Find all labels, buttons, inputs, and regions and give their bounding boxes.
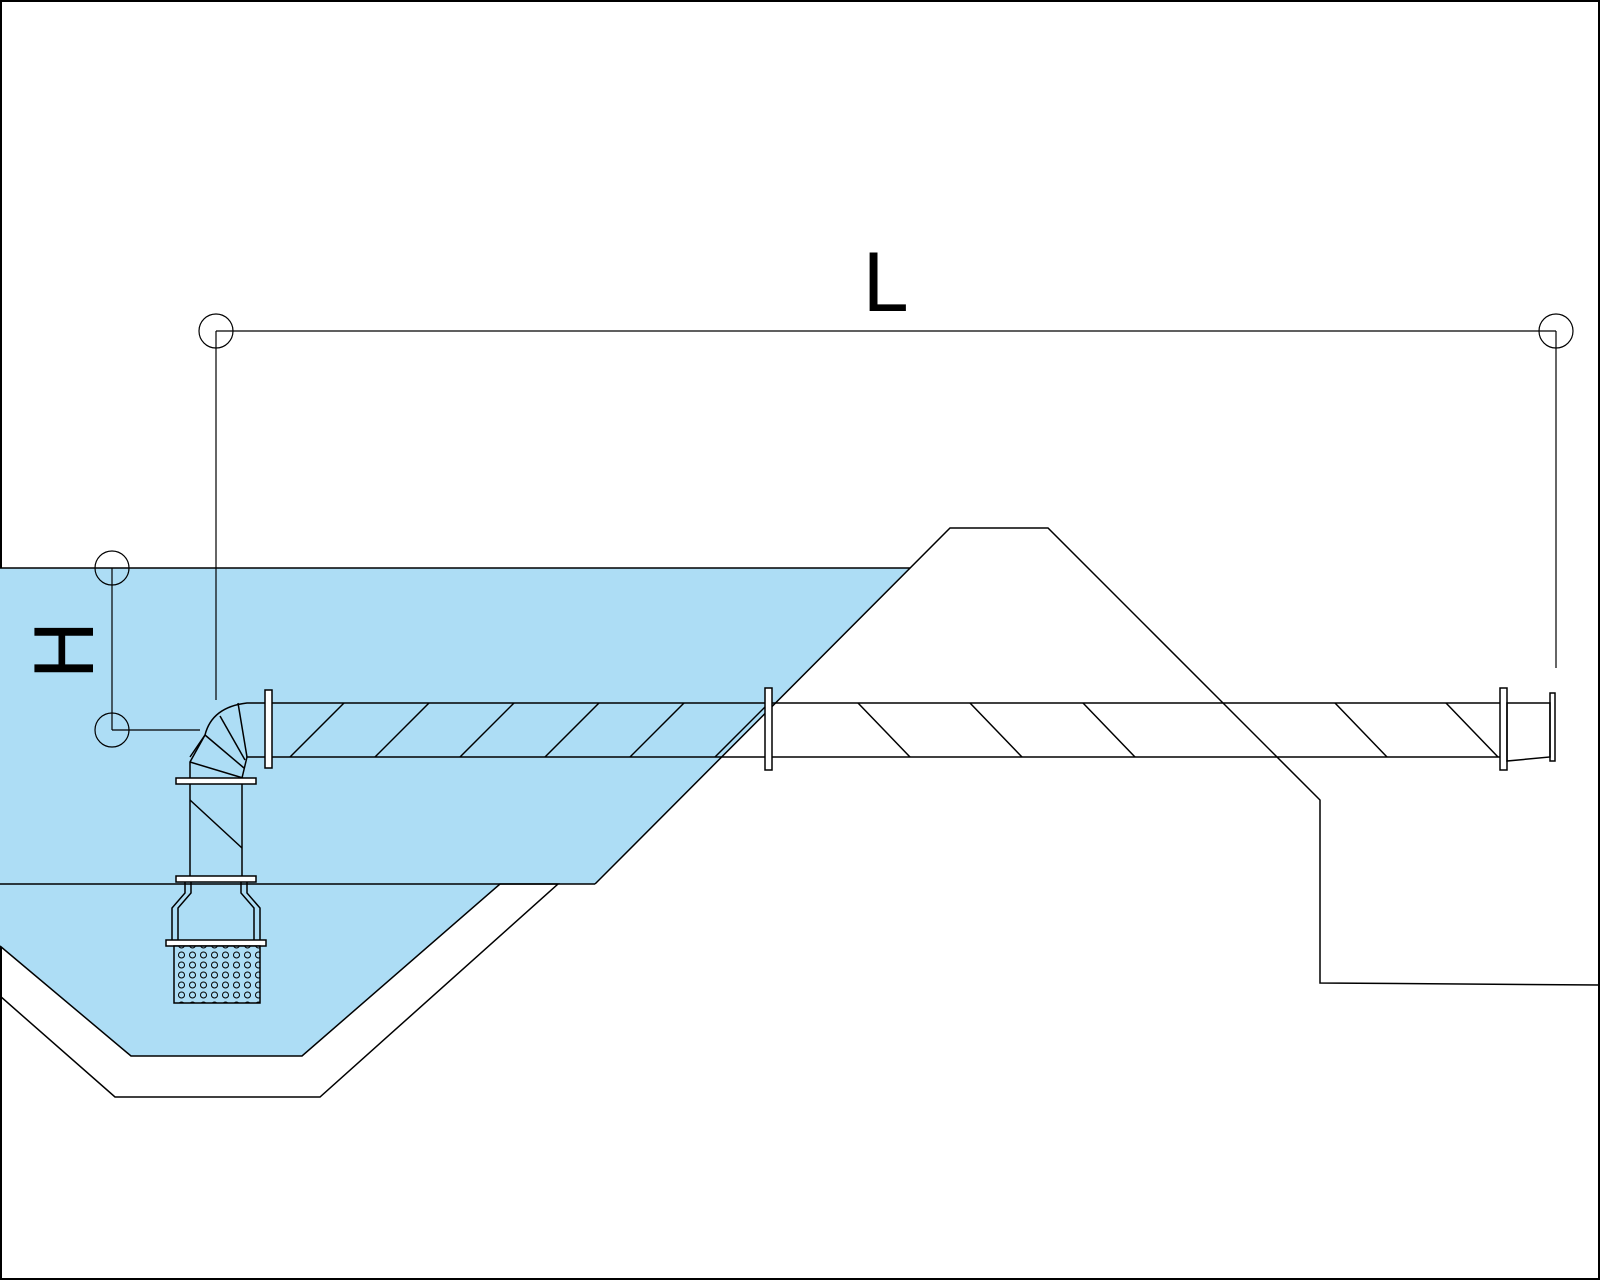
embankment-outline [0,527,1600,1098]
pipe-flanges [264,687,1556,771]
outlet-reducer [1506,702,1551,762]
vertical-suction-pipe [175,777,257,883]
pipe-elbow [189,702,265,779]
height-label: H [19,620,112,680]
dimension-length [198,313,1574,700]
dimension-height [94,550,200,748]
strainer-basket [165,882,267,1004]
horizontal-pipe [272,702,1503,758]
length-label: L [862,237,907,330]
